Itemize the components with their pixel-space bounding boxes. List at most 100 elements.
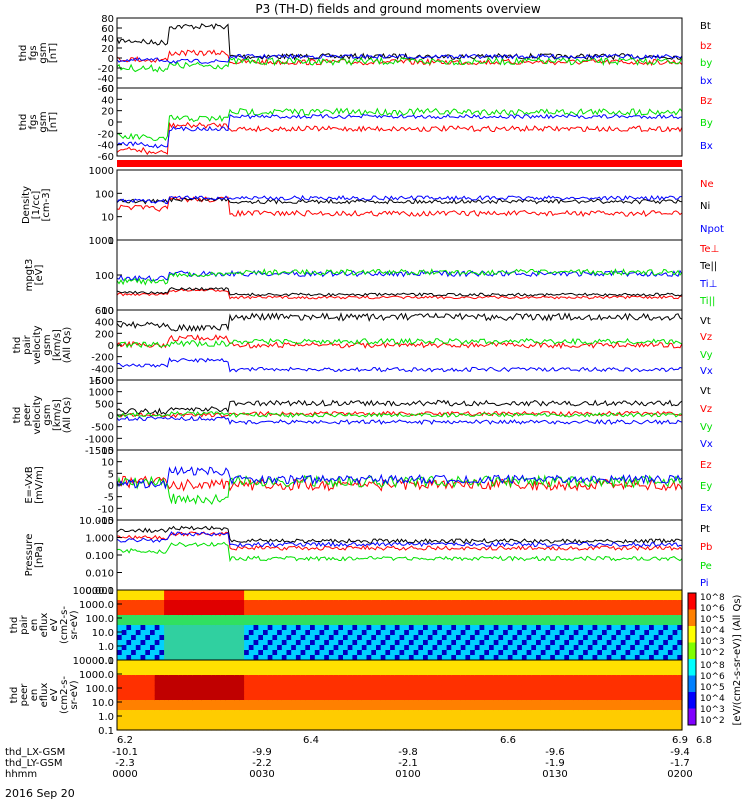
spectrogram-cell bbox=[291, 680, 297, 686]
spectrogram-cell bbox=[376, 645, 382, 651]
spectrogram-cell bbox=[399, 685, 405, 691]
spectrogram-cell bbox=[234, 655, 240, 661]
spectrogram-cell bbox=[164, 620, 170, 626]
spectrogram-cell bbox=[272, 680, 278, 686]
spectrogram-cell bbox=[215, 610, 222, 616]
spectrogram-cell bbox=[187, 615, 193, 621]
spectrogram-cell bbox=[333, 590, 339, 596]
spectrogram-cell bbox=[602, 670, 608, 676]
spectrogram-cell bbox=[474, 600, 481, 606]
spectrogram-cell bbox=[131, 660, 137, 666]
spectrogram-cell bbox=[418, 655, 424, 661]
spectrogram-cell bbox=[343, 615, 349, 621]
spectrogram-cell bbox=[667, 675, 674, 681]
ephemeris-label: thd_LX-GSM bbox=[5, 747, 65, 758]
spectrogram-cell bbox=[639, 655, 645, 661]
spectrogram-cell bbox=[126, 700, 132, 706]
spectrogram-cell bbox=[672, 595, 678, 601]
y-axis-label: [cm-3] bbox=[41, 188, 52, 221]
spectrogram-cell bbox=[620, 620, 627, 626]
spectrogram-cell bbox=[512, 600, 518, 606]
spectrogram-cell bbox=[376, 635, 382, 641]
spectrogram-cell bbox=[479, 605, 485, 611]
spectrogram-cell bbox=[658, 655, 664, 661]
spectrogram-cell bbox=[606, 695, 612, 701]
spectrogram-cell bbox=[135, 625, 142, 631]
spectrogram-cell bbox=[305, 705, 311, 711]
spectrogram-cell bbox=[324, 590, 330, 596]
spectrogram-cell bbox=[361, 690, 368, 696]
spectrogram-cell bbox=[507, 645, 514, 651]
spectrogram-cell bbox=[427, 625, 434, 631]
spectrogram-cell bbox=[479, 595, 485, 601]
spectrogram-cell bbox=[385, 650, 391, 656]
spectrogram-cell bbox=[465, 635, 471, 641]
spectrogram-cell bbox=[451, 655, 457, 661]
spectrogram-cell bbox=[154, 615, 160, 621]
spectrogram-cell bbox=[441, 695, 448, 701]
panel-frame bbox=[116, 659, 683, 731]
spectrogram-cell bbox=[408, 695, 415, 701]
spectrogram-cell bbox=[663, 610, 669, 616]
spectrogram-cell bbox=[479, 670, 485, 676]
spectrogram-cell bbox=[441, 640, 448, 646]
spectrogram-cell bbox=[267, 725, 273, 731]
spectrogram-cell bbox=[248, 690, 255, 696]
spectrogram-cell bbox=[281, 715, 288, 721]
spectrogram-cell bbox=[117, 710, 123, 716]
spectrogram-cell bbox=[164, 605, 170, 611]
spectrogram-cell bbox=[131, 595, 137, 601]
spectrogram-cell bbox=[182, 635, 189, 641]
spectrogram-cell bbox=[446, 625, 452, 631]
spectrogram-cell bbox=[187, 695, 193, 701]
spectrogram-cell bbox=[366, 685, 372, 691]
spectrogram-cell bbox=[361, 595, 368, 601]
spectrogram-cell bbox=[277, 640, 283, 646]
spectrogram-cell bbox=[620, 600, 627, 606]
spectrogram-cell bbox=[408, 620, 415, 626]
spectrogram-cell bbox=[658, 695, 664, 701]
spectrogram-cell bbox=[305, 710, 311, 716]
spectrogram-cell bbox=[154, 710, 160, 716]
spectrogram-cell bbox=[620, 590, 627, 596]
spectrogram-cell bbox=[385, 725, 391, 731]
spectrogram-cell bbox=[460, 705, 466, 711]
spectrogram-cell bbox=[150, 605, 156, 611]
spectrogram-cell bbox=[211, 695, 217, 701]
spectrogram-cell bbox=[277, 720, 283, 726]
y-axis-label: [km/s] bbox=[52, 329, 63, 361]
spectrogram-cell bbox=[281, 635, 288, 641]
spectrogram-cell bbox=[164, 685, 170, 691]
spectrogram-cell bbox=[324, 655, 330, 661]
spectrogram-cell bbox=[328, 715, 335, 721]
spectrogram-cell bbox=[611, 660, 617, 666]
spectrogram-cell bbox=[272, 675, 278, 681]
spectrogram-cell bbox=[253, 620, 259, 626]
spectrogram-cell bbox=[644, 710, 650, 716]
ephemeris-label: hhmm bbox=[5, 769, 37, 780]
spectrogram-cell bbox=[427, 605, 434, 611]
spectrogram-cell bbox=[427, 615, 434, 621]
spectrogram-cell bbox=[211, 640, 217, 646]
spectrogram-cell bbox=[145, 595, 151, 601]
spectrogram-cell bbox=[300, 630, 306, 636]
spectrogram-cell bbox=[263, 590, 269, 596]
spectrogram-cell bbox=[197, 590, 203, 596]
spectrogram-cell bbox=[540, 650, 547, 656]
spectrogram-cell bbox=[597, 650, 603, 656]
spectrogram-cell bbox=[182, 600, 189, 606]
spectrogram-cell bbox=[489, 600, 495, 606]
spectrogram-cell bbox=[616, 710, 622, 716]
spectrogram-cell bbox=[230, 725, 236, 731]
spectrogram-cell bbox=[286, 715, 292, 721]
spectrogram-cell bbox=[253, 630, 259, 636]
spectrogram-cell bbox=[300, 615, 306, 621]
spectrogram-cell bbox=[606, 710, 612, 716]
spectrogram-cell bbox=[550, 645, 556, 651]
spectrogram-cell bbox=[244, 625, 250, 631]
spectrogram-cell bbox=[606, 615, 612, 621]
spectrogram-cell bbox=[578, 705, 584, 711]
spectrogram-cell bbox=[319, 620, 325, 626]
y-tick-label: 1 bbox=[108, 236, 114, 247]
spectrogram-cell bbox=[352, 615, 358, 621]
